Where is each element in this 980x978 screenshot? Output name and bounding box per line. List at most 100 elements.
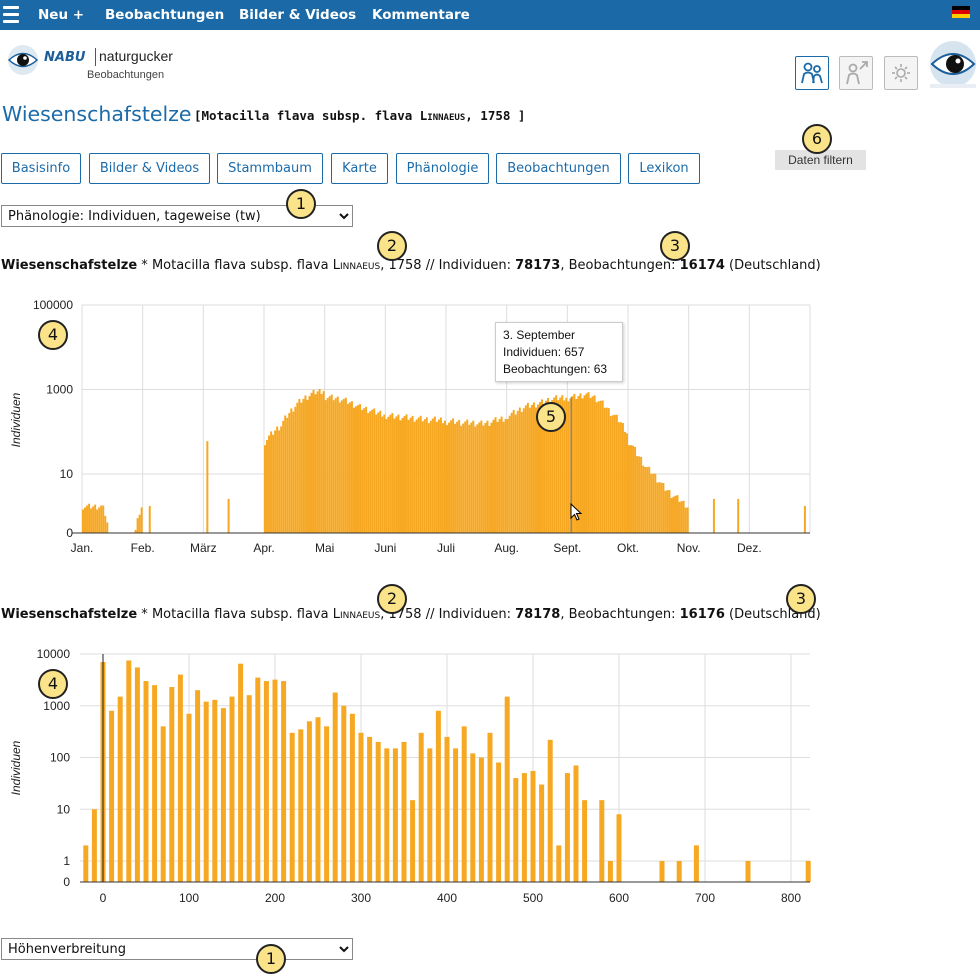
phenology-bar [332, 400, 335, 533]
phenology-bar [660, 482, 663, 533]
altitude-chart: 0 100 200 300 400 500 600 700 800 0 1 10 100 1000 1000… [9, 647, 811, 905]
tooltip-observations: Beobachtungen: 63 [503, 362, 608, 376]
phenology-bar [280, 426, 283, 533]
phenology-bar [490, 422, 493, 533]
phenology-bar [537, 404, 539, 533]
annotation-badge-1b: 1 [256, 944, 286, 974]
eye-globe-logo-icon[interactable] [928, 40, 978, 92]
phenology-bar [286, 417, 289, 533]
phenology-bar [393, 418, 396, 533]
phenology-bar [367, 413, 370, 533]
phenology-bar [676, 495, 679, 533]
tab-phaenologie[interactable]: Phänologie [396, 153, 489, 184]
phenology-bar [413, 421, 416, 533]
altitude-bar [117, 696, 123, 882]
x-tick-label: 0 [100, 891, 107, 905]
month-label: Aug. [494, 541, 519, 555]
altitude-bar [272, 679, 278, 882]
phenology-bar [298, 399, 301, 533]
phenology-bar [528, 407, 531, 533]
german-flag-icon[interactable] [952, 6, 970, 18]
mouse-cursor-icon [570, 503, 583, 521]
altitude-bar [478, 757, 484, 882]
hamburger-menu-icon[interactable] [3, 6, 19, 24]
logo-name: naturgucker [99, 48, 173, 64]
phenology-bar [609, 416, 612, 533]
altitude-bar [375, 741, 381, 882]
tooltip-date: 3. September [503, 328, 576, 342]
phenology-bar [431, 418, 434, 533]
phenology-bar [632, 445, 635, 533]
altitude-bar [186, 713, 192, 882]
phenology-bar [595, 402, 598, 533]
annotation-badge-1: 1 [286, 189, 316, 219]
phenology-bar [510, 412, 513, 533]
phenology-bar [589, 397, 592, 533]
phenology-bar [292, 411, 295, 533]
person-share-button[interactable] [839, 56, 873, 90]
phenology-bar [340, 400, 343, 533]
phenology-mode-select[interactable]: Phänologie: Individuen, tageweise (tw) [1, 205, 353, 227]
phenology-bar [619, 422, 622, 533]
phenology-bar [284, 415, 287, 533]
phenology-bar [575, 398, 578, 533]
phenology-bar [342, 398, 345, 533]
phenology-bar [338, 402, 341, 533]
phenology-bar [274, 430, 277, 533]
altitude-bar [358, 732, 364, 882]
tab-karte[interactable]: Karte [331, 153, 388, 184]
tab-basisinfo[interactable]: Basisinfo [1, 153, 81, 184]
altitude-bar [401, 741, 407, 882]
phenology-bar [446, 425, 448, 533]
altitude-bar [220, 708, 226, 882]
phenology-bar [352, 407, 355, 533]
phenology-bar [88, 503, 91, 533]
phenology-bar [553, 397, 556, 533]
phenology-bar [591, 396, 594, 533]
altitude-bar [341, 705, 347, 882]
annotation-badge-3b: 3 [786, 584, 816, 614]
chart2-header: Wiesenschafstelze * Motacilla flava subs… [1, 607, 821, 622]
altitude-bar [693, 845, 699, 882]
phenology-bar [82, 509, 84, 533]
phenology-bar [615, 414, 618, 533]
phenology-bar [365, 406, 368, 533]
phenology-bar [405, 414, 408, 533]
phenology-bar [648, 466, 651, 533]
tab-bilder-videos[interactable]: Bilder & Videos [89, 153, 210, 184]
phenology-bar [86, 505, 89, 533]
tab-lexikon[interactable]: Lexikon [628, 153, 700, 184]
altitude-bar [805, 861, 811, 882]
phenology-bar [385, 419, 388, 533]
phenology-bar [534, 407, 537, 533]
settings-button[interactable] [884, 56, 918, 90]
altitude-bar [616, 814, 622, 882]
nav-kommentare[interactable]: Kommentare [372, 7, 470, 23]
phenology-bar [599, 400, 602, 533]
phenology-bar [399, 420, 402, 533]
phenology-bar [98, 507, 101, 533]
altitude-bar [332, 692, 338, 882]
phenology-bar [425, 417, 428, 533]
phenology-bar [565, 397, 568, 533]
phenology-bar [270, 431, 273, 533]
altitude-mode-select[interactable]: Höhenverbreitung [1, 938, 353, 960]
altitude-bar [607, 861, 613, 882]
phenology-bar [350, 401, 353, 533]
annotation-badge-4b: 4 [38, 669, 68, 699]
tab-beobachtungen[interactable]: Beobachtungen [496, 153, 621, 184]
people-button[interactable] [795, 56, 829, 90]
phenology-bar [300, 402, 303, 533]
filter-data-button[interactable]: Daten filtern [775, 150, 866, 170]
y-axis-label: Individuen [9, 392, 23, 447]
nav-bilder-videos[interactable]: Bilder & Videos [239, 7, 357, 23]
phenology-bar [579, 393, 582, 533]
phenology-bar [686, 507, 689, 533]
altitude-bar [169, 687, 175, 882]
phenology-bar [304, 395, 307, 533]
nav-beobachtungen[interactable]: Beobachtungen [105, 7, 225, 23]
phenology-bar [514, 414, 517, 533]
tab-stammbaum[interactable]: Stammbaum [217, 153, 323, 184]
nav-new[interactable]: Neu + [38, 7, 85, 23]
phenology-bar [375, 414, 378, 533]
